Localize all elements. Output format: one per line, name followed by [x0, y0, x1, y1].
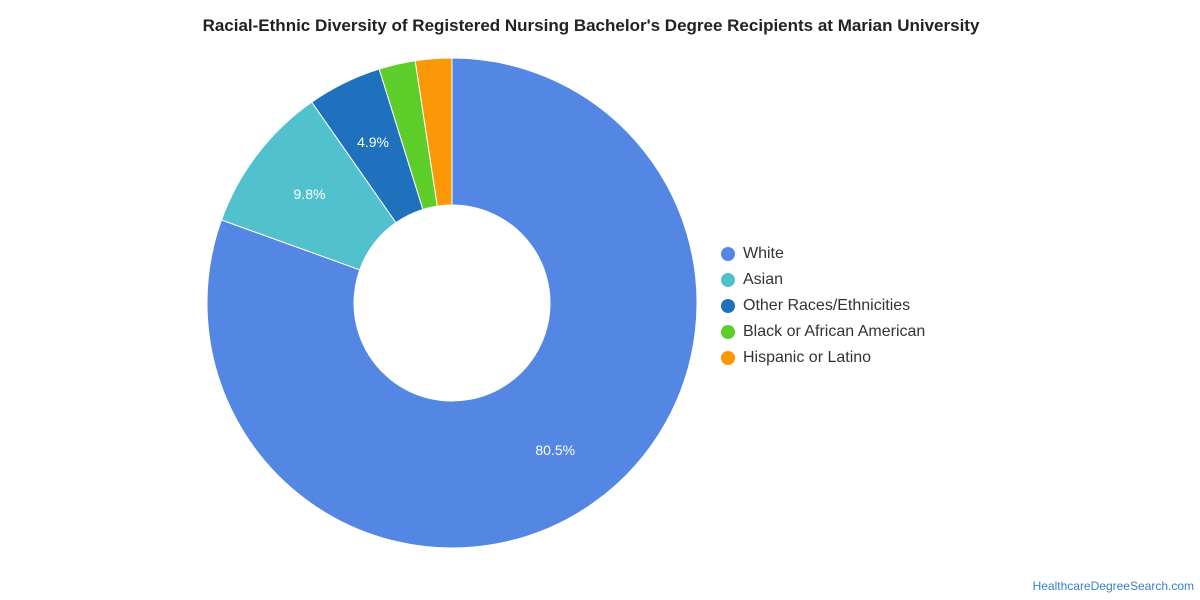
- slice-label-white: 80.5%: [535, 442, 575, 458]
- legend-swatch: [721, 299, 735, 313]
- legend-item-black-or-african-american[interactable]: Black or African American: [721, 319, 925, 345]
- legend-swatch: [721, 273, 735, 287]
- legend-label: Asian: [743, 271, 784, 288]
- legend-label: Other Races/Ethnicities: [743, 297, 911, 314]
- slice-white[interactable]: [206, 57, 698, 549]
- legend-item-white[interactable]: White: [721, 241, 925, 267]
- legend-item-other-races-ethnicities[interactable]: Other Races/Ethnicities: [721, 293, 925, 319]
- slice-label-other-races-ethnicities: 4.9%: [357, 134, 389, 150]
- slice-hispanic-or-latino[interactable]: [414, 57, 453, 207]
- legend-item-hispanic-or-latino[interactable]: Hispanic or Latino: [721, 345, 925, 371]
- legend-item-asian[interactable]: Asian: [721, 267, 925, 293]
- legend-label: Black or African American: [743, 323, 926, 340]
- legend-label: White: [743, 245, 784, 262]
- source-link[interactable]: HealthcareDegreeSearch.com: [1032, 579, 1194, 593]
- legend-swatch: [721, 325, 735, 339]
- legend: White Asian Other Races/Ethnicities Black o…: [721, 241, 925, 371]
- legend-swatch: [721, 351, 735, 365]
- legend-label: Hispanic or Latino: [743, 349, 872, 366]
- slice-label-asian: 9.8%: [294, 186, 326, 202]
- chart-title: Racial-Ethnic Diversity of Registered Nu…: [202, 16, 980, 35]
- legend-swatch: [721, 247, 735, 261]
